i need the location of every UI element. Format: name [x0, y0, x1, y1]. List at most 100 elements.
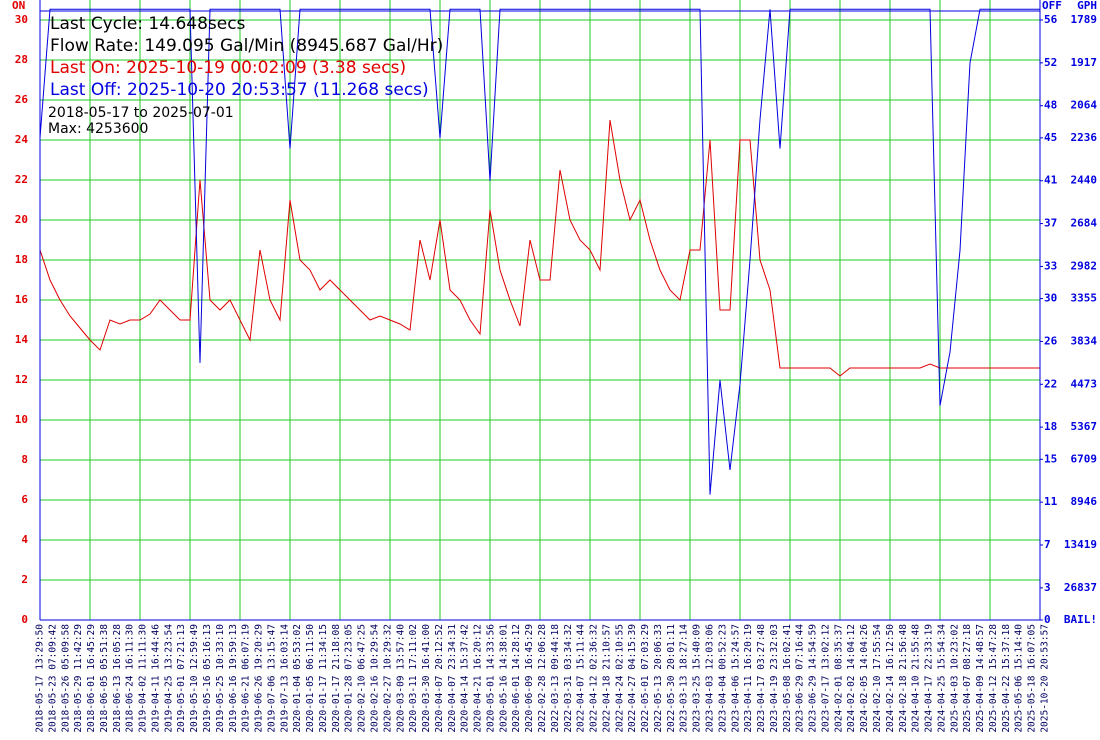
last-cycle: Last Cycle: 14.648secs — [50, 14, 246, 34]
gph-label: 4473 — [1071, 377, 1098, 390]
x-tick-label: 2019-04-25 13:23:54 — [163, 624, 174, 733]
y2-tick-label: 22 — [1044, 377, 1057, 390]
x-tick-label: 2020-06-09 16:45:29 — [524, 624, 535, 733]
x-tick-label: 2025-04-12 15:47:28 — [988, 624, 999, 733]
x-tick-label: 2020-04-21 16:20:12 — [473, 624, 484, 733]
x-tick-label: 2018-05-29 11:42:29 — [73, 624, 84, 733]
x-tick-label: 2020-02-10 06:47:25 — [357, 624, 368, 733]
left-header: ON — [12, 0, 25, 12]
last-on: Last On: 2025-10-19 00:02:09 (3.38 secs) — [50, 58, 406, 78]
x-tick-label: 2024-02-18 21:56:48 — [898, 624, 909, 733]
x-tick-label: 2024-02-10 17:55:54 — [872, 624, 883, 733]
y2-tick-label: 26 — [1044, 334, 1058, 347]
x-tick-label: 2022-05-13 20:06:33 — [653, 624, 664, 733]
gph-label: 2982 — [1071, 259, 1098, 272]
x-tick-label: 2024-02-14 16:12:50 — [885, 624, 896, 733]
x-tick-label: 2022-04-12 02:36:32 — [589, 624, 600, 733]
x-tick-label: 2022-04-27 04:15:39 — [627, 624, 638, 733]
x-tick-label: 2023-06-29 14:54:59 — [808, 624, 819, 733]
y-tick-label: 10 — [15, 413, 28, 426]
x-tick-label: 2018-06-24 16:11:30 — [125, 624, 136, 733]
gph-label: 8946 — [1071, 495, 1098, 508]
x-tick-label: 2019-06-21 06:07:19 — [241, 624, 252, 733]
gph-label: 5367 — [1071, 420, 1098, 433]
x-tick-label: 2022-02-28 12:06:28 — [537, 624, 548, 733]
x-tick-label: 2019-07-13 16:03:14 — [279, 624, 290, 733]
flow-rate: Flow Rate: 149.095 Gal/Min (8945.687 Gal… — [50, 36, 443, 56]
y-tick-label: 26 — [15, 93, 29, 106]
x-tick-label: 2019-04-11 16:44:46 — [150, 624, 161, 733]
series-line — [40, 8, 1040, 495]
x-tick-label: 2025-10-20 20:53:57 — [1040, 624, 1051, 733]
x-tick-label: 2022-04-07 15:11:44 — [576, 624, 587, 733]
max: Max: 4253600 — [48, 121, 148, 137]
x-tick-label: 2020-02-27 10:29:32 — [382, 624, 393, 733]
x-tick-label: 2018-05-17 13:29:50 — [35, 624, 46, 733]
x-tick-label: 2019-05-16 05:16:13 — [202, 624, 213, 733]
x-tick-label: 2020-05-16 14:38:01 — [498, 624, 509, 733]
x-tick-label: 2018-06-05 05:51:38 — [99, 624, 110, 733]
x-tick-label: 2020-01-04 05:53:02 — [292, 624, 303, 733]
y-tick-label: 18 — [15, 253, 28, 266]
x-tick-label: 2023-03-25 15:40:09 — [692, 624, 703, 733]
x-tick-label: 2019-07-06 13:15:47 — [266, 624, 277, 733]
x-tick-label: 2020-04-07 20:12:52 — [434, 624, 445, 733]
gph-label: 2064 — [1071, 99, 1098, 112]
x-tick-label: 2024-02-02 14:04:12 — [846, 624, 857, 733]
x-tick-label: 2023-04-06 15:24:57 — [730, 624, 741, 733]
y2-tick-label: 48 — [1044, 99, 1057, 112]
x-tick-label: 2025-05-18 16:07:05 — [1027, 624, 1038, 733]
x-tick-label: 2024-02-01 08:35:37 — [833, 624, 844, 733]
x-tick-label: 2022-03-13 09:44:18 — [550, 624, 561, 733]
gph-label: 2684 — [1071, 217, 1098, 230]
x-tick-label: 2023-04-17 03:27:48 — [756, 624, 767, 733]
y2-tick-label: 41 — [1044, 174, 1058, 187]
x-tick-label: 2023-05-08 16:02:41 — [782, 624, 793, 733]
x-tick-label: 2024-04-10 21:55:48 — [911, 624, 922, 733]
y2-tick-label: 3 — [1044, 581, 1051, 594]
x-tick-label: 2018-06-01 16:45:29 — [86, 624, 97, 733]
series-line — [40, 119, 1040, 377]
x-tick-label: 2024-02-05 14:04:26 — [859, 624, 870, 733]
y-tick-label: 12 — [15, 373, 28, 386]
y-tick-label: 6 — [21, 493, 28, 506]
y2-tick-label: 7 — [1044, 538, 1051, 551]
y2-tick-label: 0 — [1044, 613, 1051, 626]
gph-label: 3355 — [1071, 292, 1098, 305]
x-tick-label: 2022-04-18 21:10:57 — [601, 624, 612, 733]
gph-label: 13419 — [1064, 538, 1097, 551]
x-tick-label: 2020-04-07 23:34:31 — [447, 624, 458, 733]
x-tick-label: 2020-04-14 15:37:42 — [460, 624, 471, 733]
x-tick-label: 2022-03-31 03:34:32 — [563, 624, 574, 733]
y-tick-label: 2 — [21, 573, 28, 586]
x-tick-label: 2019-06-16 19:59:13 — [228, 624, 239, 733]
x-tick-label: 2023-04-03 12:03:06 — [705, 624, 716, 733]
y-tick-label: 16 — [15, 293, 29, 306]
x-tick-label: 2023-04-19 23:32:03 — [769, 624, 780, 733]
x-tick-label: 2018-06-13 16:05:28 — [112, 624, 123, 733]
x-tick-label: 2020-03-30 16:41:00 — [421, 624, 432, 733]
y-tick-label: 0 — [21, 613, 28, 626]
gph-label: 1917 — [1071, 56, 1098, 69]
x-tick-label: 2025-04-09 14:48:57 — [975, 624, 986, 733]
plot-lines — [40, 8, 1040, 495]
y2-tick-label: 11 — [1044, 495, 1058, 508]
gph-header: GPH — [1077, 0, 1097, 12]
y-tick-label: 20 — [15, 213, 28, 226]
last-off: Last Off: 2025-10-20 20:53:57 (11.268 se… — [50, 80, 429, 100]
x-tick-label: 2020-06-01 14:28:12 — [511, 624, 522, 733]
y-tick-label: 14 — [15, 333, 29, 346]
y2-tick-label: 45 — [1044, 131, 1057, 144]
x-tick-label: 2025-04-03 10:23:02 — [949, 624, 960, 733]
gph-label: 3834 — [1071, 334, 1098, 347]
y-tick-label: 8 — [21, 453, 28, 466]
y-tick-label: 28 — [15, 53, 28, 66]
y2-tick-label: 37 — [1044, 217, 1057, 230]
x-tick-label: 2020-01-17 21:18:08 — [331, 624, 342, 733]
x-tick-label: 2019-06-26 19:20:29 — [254, 624, 265, 733]
y2-tick-label: 15 — [1044, 452, 1057, 465]
y2-tick-label: 18 — [1044, 420, 1057, 433]
y-tick-label: 30 — [15, 13, 28, 26]
